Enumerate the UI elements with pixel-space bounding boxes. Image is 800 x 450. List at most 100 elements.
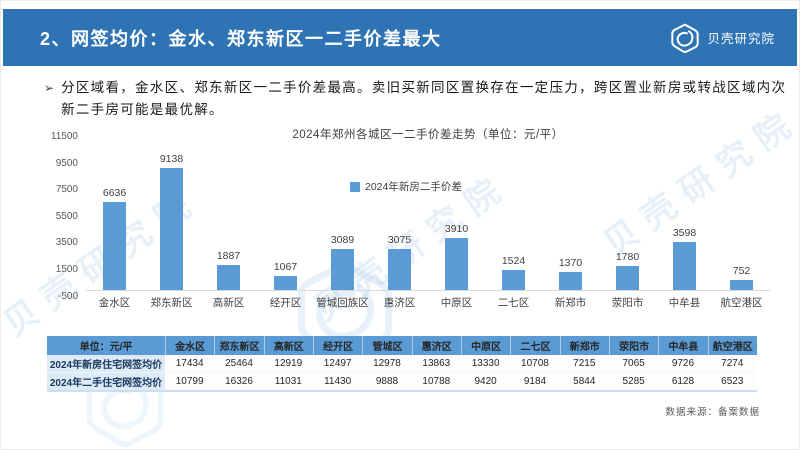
x-axis-label: 经开区	[257, 295, 314, 310]
beike-shell-logo-icon	[669, 22, 701, 54]
bar-value-label: 9138	[160, 153, 183, 165]
x-axis-label: 惠济区	[371, 295, 428, 310]
table-cell: 11430	[313, 373, 362, 390]
bar-group: 752	[713, 265, 770, 290]
bullet-point: ➢ 分区域看，金水区、郑东新区一二手价差最高。卖旧买新同区置换存在一定压力，跨区…	[44, 77, 788, 120]
table-cell: 5285	[609, 373, 658, 390]
bullet-text: 分区域看，金水区、郑东新区一二手价差最高。卖旧买新同区置换存在一定压力，跨区置业…	[61, 77, 788, 120]
bar-group: 3598	[656, 227, 713, 290]
bar-group: 1067	[257, 261, 314, 290]
table-cell: 9726	[658, 355, 707, 372]
bar	[730, 280, 753, 290]
table-column-header: 管城区	[362, 336, 411, 355]
table-cell: 6523	[708, 373, 757, 390]
table-cell: 11031	[264, 373, 313, 390]
bar-value-label: 3910	[445, 223, 468, 235]
chart-plot: -5001500350055007500950011500 6636913818…	[86, 137, 770, 291]
bar	[103, 202, 126, 290]
bar	[559, 272, 582, 290]
bar-value-label: 3089	[331, 234, 354, 246]
bar	[616, 266, 639, 290]
y-tick-label: -500	[38, 292, 78, 302]
table-cell: 6128	[658, 373, 707, 390]
legend-swatch	[350, 182, 360, 192]
bar-value-label: 3075	[388, 234, 411, 246]
table-cell: 17434	[165, 355, 214, 372]
y-tick-label: 5500	[38, 212, 78, 222]
table-column-header: 中牟县	[658, 336, 707, 355]
bar-group: 1780	[599, 251, 656, 290]
bar-value-label: 1887	[217, 250, 240, 262]
table-column-header: 经开区	[313, 336, 362, 355]
y-tick-label: 7500	[38, 185, 78, 195]
table-cell: 9420	[461, 373, 510, 390]
table-cell: 10708	[510, 355, 559, 372]
bar	[331, 249, 354, 290]
bar-group: 3075	[371, 234, 428, 290]
x-axis-label: 郑东新区	[143, 295, 200, 310]
bar	[445, 238, 468, 290]
table-row-label: 2024年二手住宅网签均价	[47, 373, 165, 390]
table-cell: 12978	[362, 355, 411, 372]
chart-legend: 2024年新房二手价差	[350, 179, 462, 194]
y-tick-label: 3500	[38, 238, 78, 248]
table-cell: 7065	[609, 355, 658, 372]
table-cell: 16326	[214, 373, 263, 390]
bar-group: 3910	[428, 223, 485, 290]
bar	[673, 242, 696, 290]
table-cell: 5844	[560, 373, 609, 390]
x-axis-label: 荥阳市	[599, 295, 656, 310]
table-cell: 7274	[708, 355, 757, 372]
bar-group: 1370	[542, 257, 599, 290]
x-axis-label: 二七区	[485, 295, 542, 310]
y-tick-label: 1500	[38, 265, 78, 275]
x-axis-label: 航空港区	[713, 295, 770, 310]
data-source: 数据来源：备案数据	[665, 404, 760, 418]
bar-value-label: 1370	[559, 257, 582, 269]
table-cell: 12919	[264, 355, 313, 372]
table-cell: 10799	[165, 373, 214, 390]
bar-value-label: 1524	[502, 255, 525, 267]
table-row-label: 2024年新房住宅网签均价	[47, 355, 165, 372]
bars: 6636 9138 1887 1067 3089 3075 3910 1524 1370 1780…	[86, 137, 770, 290]
bar	[388, 249, 411, 290]
x-axis-label: 中原区	[428, 295, 485, 310]
table-column-header: 中原区	[461, 336, 510, 355]
bar	[160, 168, 183, 290]
table-column-header: 航空港区	[708, 336, 757, 355]
bar-group: 6636	[86, 187, 143, 290]
table-unit-header: 单位：元/平	[47, 336, 165, 355]
table-cell: 25464	[214, 355, 263, 372]
page-title: 2、网签均价：金水、郑东新区一二手价差最大	[40, 25, 442, 51]
logo: 贝壳研究院	[669, 22, 775, 54]
bar-value-label: 1067	[274, 261, 297, 273]
table-column-header: 郑东新区	[214, 336, 263, 355]
bar-value-label: 1780	[616, 251, 639, 263]
bar	[217, 265, 240, 290]
table-row: 2024年新房住宅网签均价174342546412919124971297813…	[47, 355, 757, 372]
table-cell: 13330	[461, 355, 510, 372]
x-axis: 金水区郑东新区高新区经开区管城回族区惠济区中原区二七区新郑市荥阳市中牟县航空港区	[86, 290, 770, 310]
x-axis-label: 管城回族区	[314, 295, 371, 310]
header-bar: 2、网签均价：金水、郑东新区一二手价差最大 贝壳研究院	[3, 9, 797, 66]
legend-label: 2024年新房二手价差	[365, 179, 462, 194]
table-column-header: 惠济区	[412, 336, 461, 355]
table-cell: 7215	[560, 355, 609, 372]
table-cell: 13863	[412, 355, 461, 372]
table-column-header: 新郑市	[560, 336, 609, 355]
bar	[502, 270, 525, 290]
bar-value-label: 3598	[673, 227, 696, 239]
table-column-header: 高新区	[264, 336, 313, 355]
table-column-header: 金水区	[165, 336, 214, 355]
table-cell: 10788	[412, 373, 461, 390]
table-cell: 9184	[510, 373, 559, 390]
x-axis-label: 中牟县	[656, 295, 713, 310]
x-axis-label: 高新区	[200, 295, 257, 310]
table-column-header: 二七区	[510, 336, 559, 355]
table-cell: 12497	[313, 355, 362, 372]
table-row: 2024年二手住宅网签均价107991632611031114309888107…	[47, 372, 757, 390]
table-header-row: 单位：元/平金水区郑东新区高新区经开区管城区惠济区中原区二七区新郑市荥阳市中牟县…	[47, 336, 757, 355]
price-table: 单位：元/平金水区郑东新区高新区经开区管城区惠济区中原区二七区新郑市荥阳市中牟县…	[47, 336, 757, 392]
y-tick-label: 9500	[38, 159, 78, 169]
bar-group: 3089	[314, 234, 371, 290]
